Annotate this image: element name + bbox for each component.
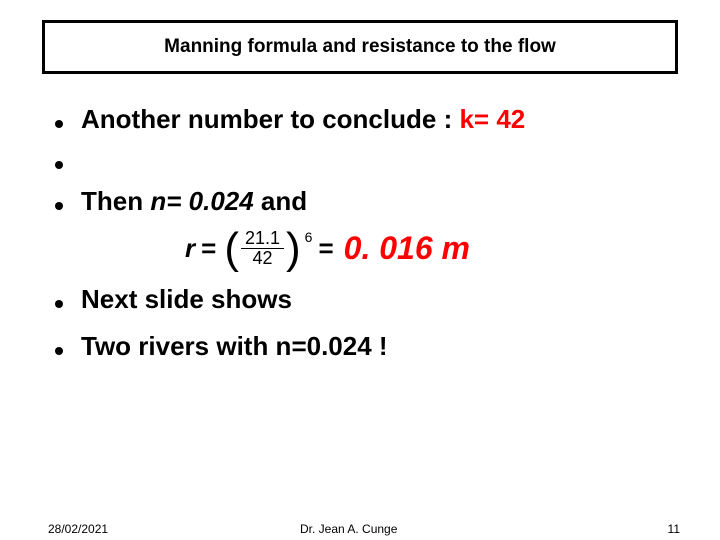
bullet-icon <box>55 120 63 128</box>
eq-denominator: 42 <box>248 249 276 268</box>
text-line-3: Next slide shows <box>81 282 292 317</box>
left-paren-icon: ( <box>224 231 239 266</box>
bullet-line-3: Next slide shows <box>55 282 665 317</box>
slide: Manning formula and resistance to the fl… <box>0 0 720 540</box>
bullet-icon <box>55 347 63 355</box>
line2-part-b: n= 0.024 <box>150 186 253 216</box>
bullet-line-1: Another number to conclude : k= 42 <box>55 102 665 137</box>
eq-result: 0. 016 m <box>344 230 470 267</box>
eq-exponent: 6 <box>305 229 313 245</box>
eq-fraction: 21.1 42 <box>241 229 284 268</box>
bullet-line-2: Then n= 0.024 and <box>55 184 665 219</box>
bullet-icon <box>55 202 63 210</box>
eq-numerator: 21.1 <box>241 229 284 249</box>
eq-equals-1: = <box>201 233 216 264</box>
empty-line <box>81 143 88 178</box>
bullet-line-empty-1 <box>55 143 665 178</box>
bullet-line-4: Two rivers with n=0.024 ! <box>55 329 665 364</box>
line1-part-b: k= 42 <box>459 104 525 134</box>
text-line-4: Two rivers with n=0.024 ! <box>81 329 388 364</box>
footer-date: 28/02/2021 <box>48 522 108 536</box>
line2-part-c: and <box>254 186 307 216</box>
bullet-icon <box>55 161 63 169</box>
text-line-2: Then n= 0.024 and <box>81 184 307 219</box>
eq-lhs: r <box>185 233 195 264</box>
slide-content: Another number to conclude : k= 42 Then … <box>55 102 665 370</box>
title-box: Manning formula and resistance to the fl… <box>42 20 678 74</box>
right-paren-icon: ) <box>286 231 301 266</box>
equation: r = ( 21.1 42 ) 6 = 0. 016 m <box>185 229 665 268</box>
line1-part-a: Another number to conclude : <box>81 104 459 134</box>
line2-part-a: Then <box>81 186 150 216</box>
footer-author: Dr. Jean A. Cunge <box>300 522 397 536</box>
text-line-1: Another number to conclude : k= 42 <box>81 102 525 137</box>
bullet-icon <box>55 300 63 308</box>
eq-equals-2: = <box>318 233 333 264</box>
slide-title: Manning formula and resistance to the fl… <box>164 36 556 58</box>
eq-fraction-group: ( 21.1 42 ) <box>224 229 300 268</box>
footer-page-number: 11 <box>668 522 680 536</box>
